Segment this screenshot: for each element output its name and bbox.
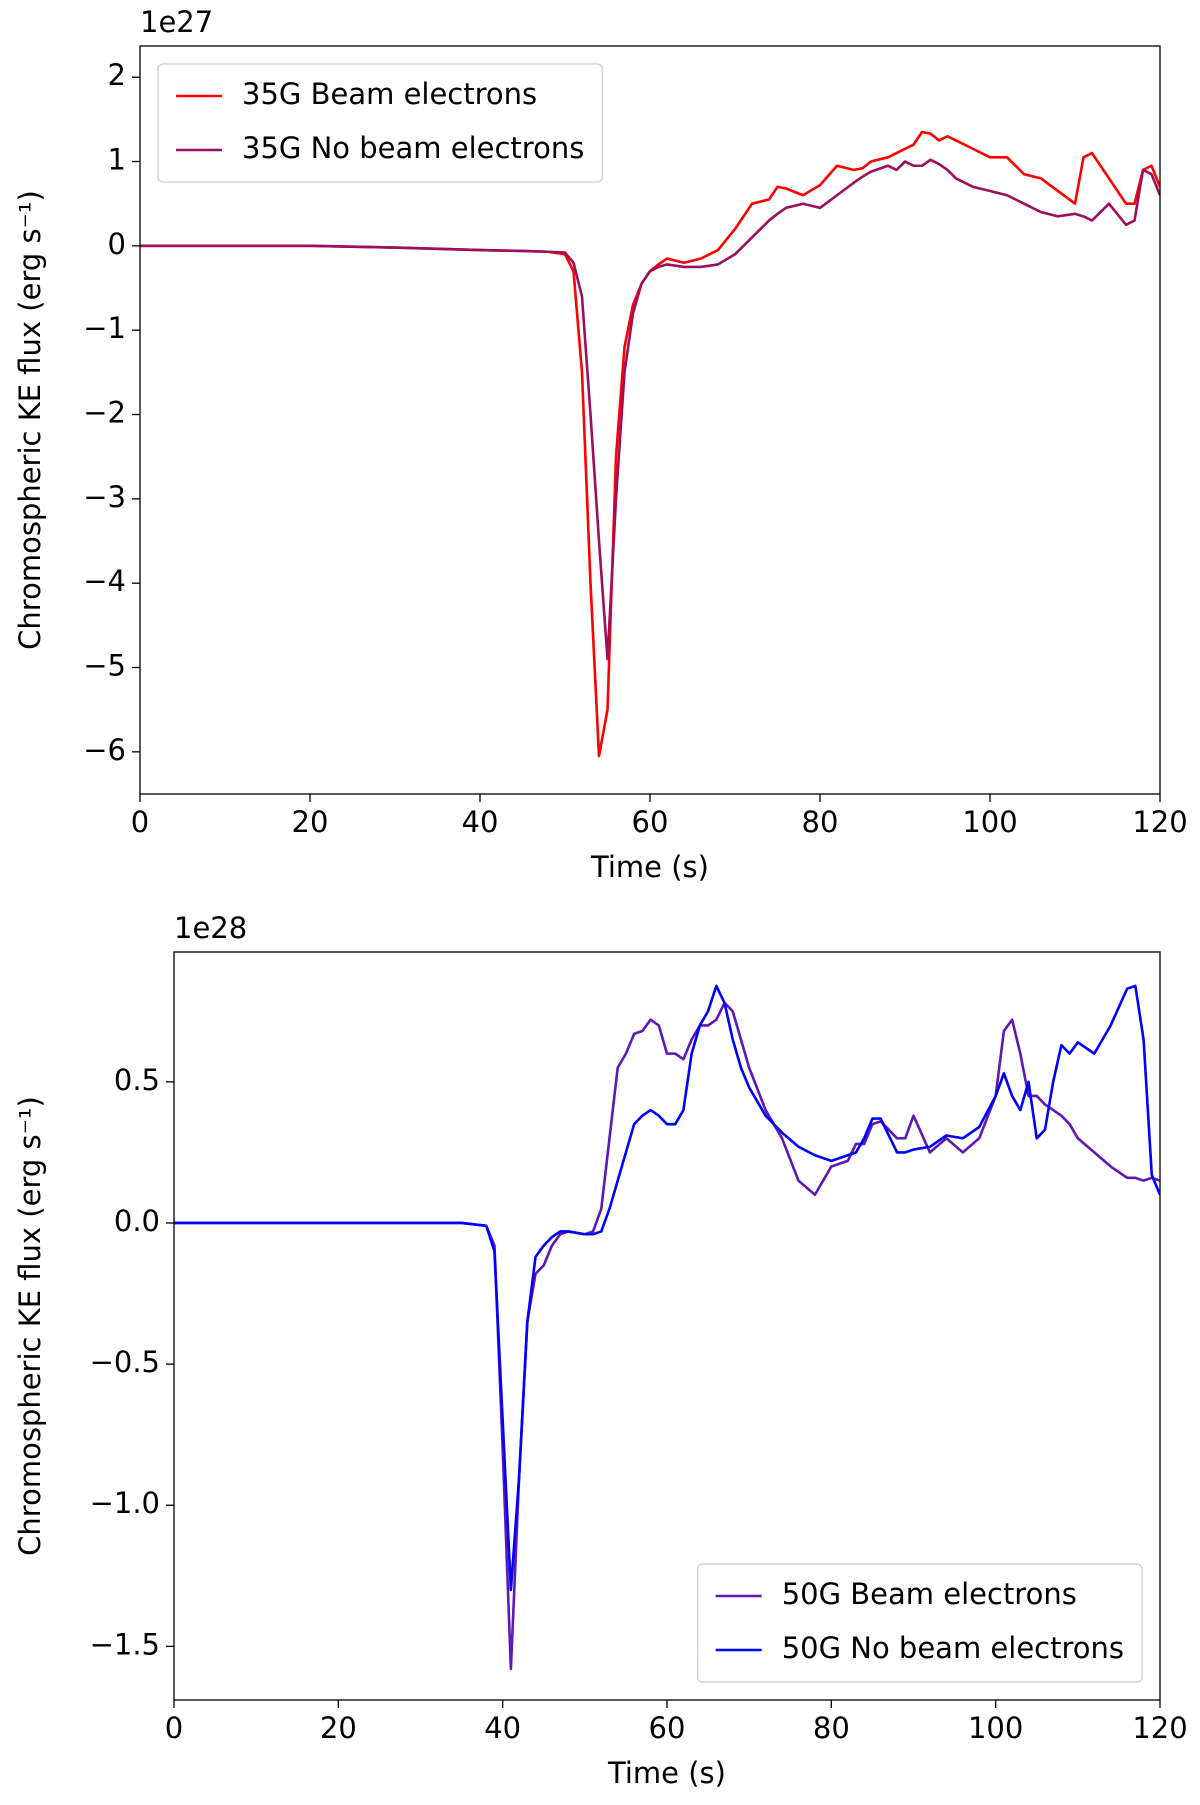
x-tick-label: 0: [165, 1711, 183, 1745]
series-line: [174, 984, 1160, 1592]
series-line: [140, 130, 1160, 758]
x-tick-label: 100: [968, 1711, 1023, 1745]
y-tick-label: 0.5: [114, 1063, 160, 1097]
y-offset-label: 1e28: [174, 911, 247, 945]
legend-label: 50G Beam electrons: [782, 1577, 1077, 1611]
x-tick-label: 20: [292, 805, 329, 839]
legend: 50G Beam electrons 50G No beam electrons: [697, 1563, 1143, 1683]
legend: 35G Beam electrons 35G No beam electrons: [157, 63, 603, 183]
y-tick-label: −2: [83, 396, 126, 430]
x-tick-label: 80: [813, 1711, 850, 1745]
legend-label: 35G Beam electrons: [242, 77, 537, 111]
y-tick-label: −4: [83, 564, 126, 598]
y-axis-label: Chromospheric KE flux (erg s⁻¹): [13, 1096, 47, 1556]
y-tick-label: −1.5: [90, 1627, 160, 1661]
x-tick-label: 120: [1132, 805, 1187, 839]
y-tick-label: 2: [108, 58, 126, 92]
y-tick-label: 0: [108, 227, 126, 261]
y-offset-label: 1e27: [140, 5, 213, 39]
x-tick-label: 40: [484, 1711, 521, 1745]
legend-label: 35G No beam electrons: [242, 131, 584, 165]
chart: 0 20 40 60 80 100 120 −1.5 −1.0 −0.5 0.0 0.5 Time (s…: [13, 911, 1188, 1790]
x-axis-label: Time (s): [590, 850, 709, 884]
series-line: [140, 158, 1160, 661]
legend-frame: [157, 63, 603, 183]
x-tick-label: 40: [462, 805, 499, 839]
y-tick-label: −6: [83, 733, 126, 767]
y-tick-label: 1: [108, 143, 126, 177]
x-tick-label: 120: [1132, 1711, 1187, 1745]
x-tick-label: 100: [962, 805, 1017, 839]
y-tick-label: −1.0: [90, 1486, 160, 1520]
x-tick-label: 20: [320, 1711, 357, 1745]
y-tick-label: −0.5: [90, 1345, 160, 1379]
legend-frame: [697, 1563, 1143, 1683]
chart: 0 20 40 60 80 100 120 −6 −5 −4 −3 −2 −1 0 1 2 Time (s) Ch…: [13, 5, 1188, 884]
y-tick-label: −3: [83, 480, 126, 514]
x-tick-label: 60: [649, 1711, 686, 1745]
x-tick-label: 60: [632, 805, 669, 839]
series-line: [174, 1001, 1160, 1671]
y-tick-label: −5: [83, 649, 126, 683]
x-tick-label: 80: [802, 805, 839, 839]
y-tick-label: 0.0: [114, 1204, 160, 1238]
x-axis-label: Time (s): [607, 1756, 726, 1790]
y-axis-label: Chromospheric KE flux (erg s⁻¹): [13, 190, 47, 650]
y-tick-label: −1: [83, 311, 126, 345]
x-tick-label: 0: [131, 805, 149, 839]
legend-label: 50G No beam electrons: [782, 1631, 1124, 1665]
